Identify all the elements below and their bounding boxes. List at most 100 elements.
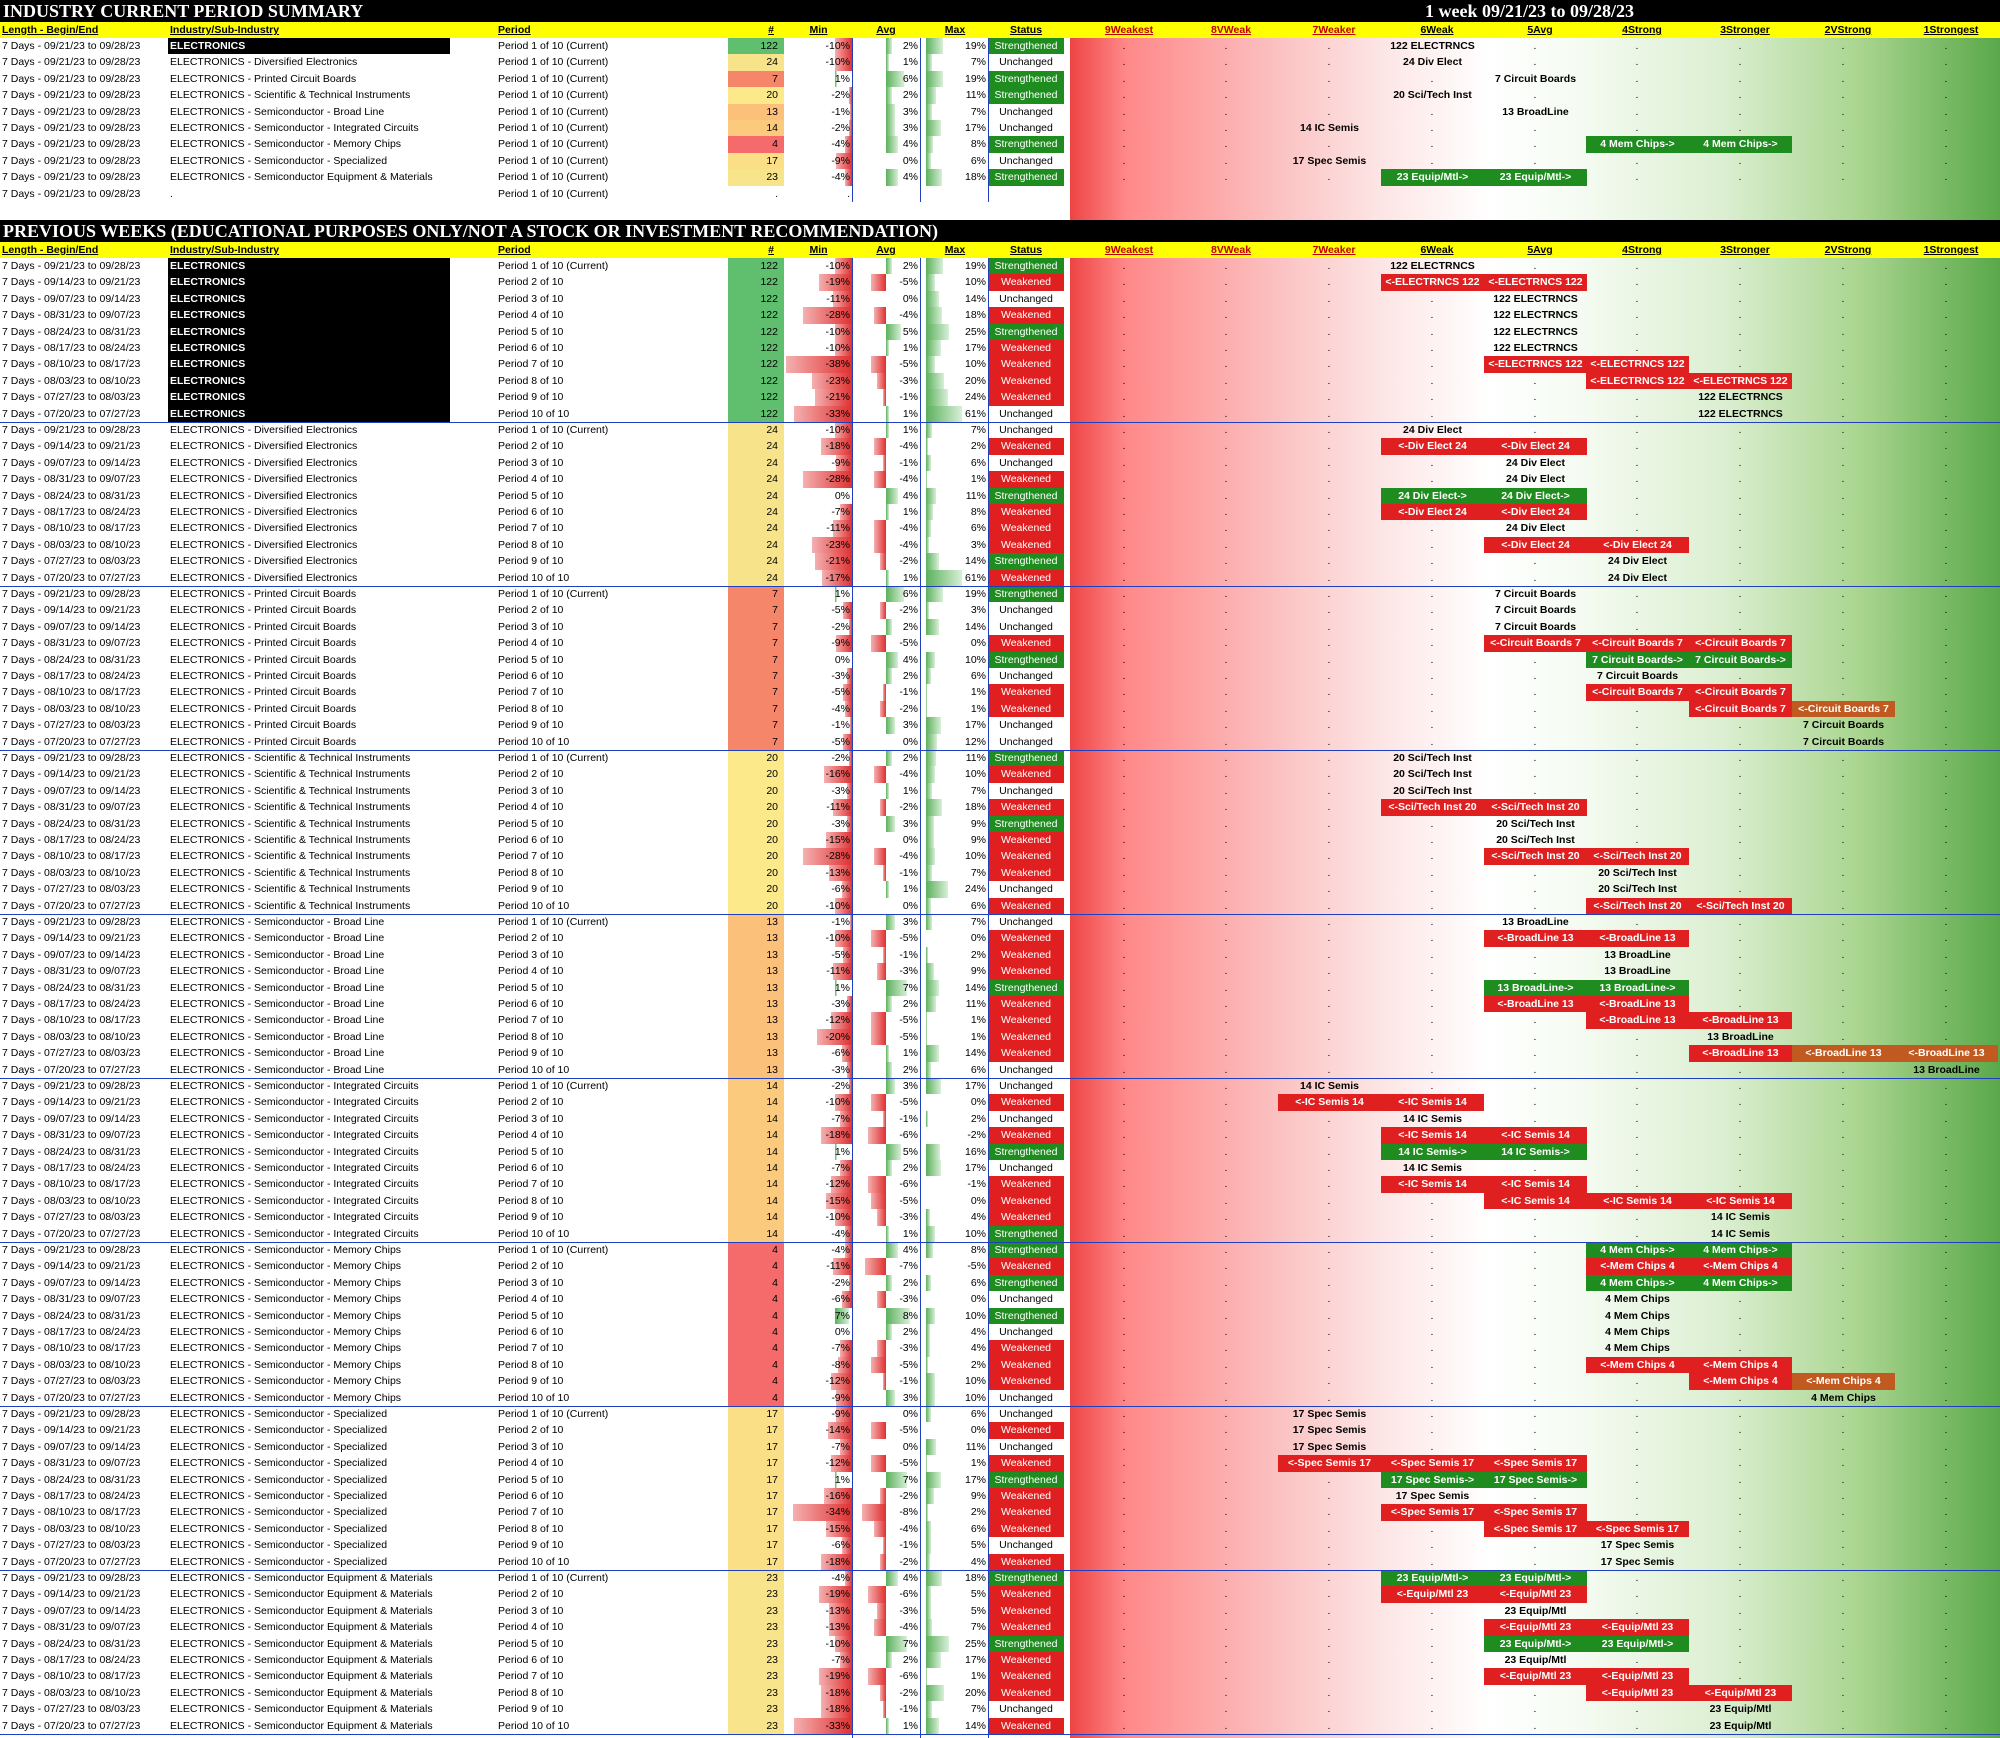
row-industry: ELECTRONICS - Semiconductor - Memory Chi…	[170, 1260, 402, 1273]
row-length: 7 Days - 08/31/23 to 09/07/23	[2, 1457, 141, 1470]
row-max: 17%	[922, 340, 988, 357]
min-bar	[820, 1701, 852, 1718]
level-dot: .	[1841, 122, 1845, 134]
row-period: Period 10 of 10	[498, 1555, 570, 1568]
level-dot: .	[1327, 342, 1331, 354]
row-avg-value: -6%	[899, 1588, 918, 1601]
row-length: 7 Days - 09/21/23 to 09/28/23	[2, 138, 141, 151]
level-dot: .	[1738, 1112, 1742, 1125]
avg-bar	[886, 782, 889, 800]
row-min-value: -1%	[831, 719, 850, 732]
level-dot: .	[1841, 1572, 1845, 1584]
level-dot: .	[1122, 1096, 1126, 1109]
level-dot: .	[1327, 686, 1331, 699]
level-dot: .	[1122, 40, 1126, 52]
table-row: 7 Days - 09/07/23 to 09/14/23 ELECTRONICS…	[0, 454, 2000, 472]
level-dot: .	[1430, 670, 1434, 682]
level-dot: .	[1944, 571, 1948, 584]
row-max: 14%	[922, 553, 988, 570]
row-count: 4	[728, 1340, 784, 1357]
row-industry: ELECTRONICS - Semiconductor Equipment & …	[170, 1719, 433, 1732]
level-dot: .	[1944, 1358, 1948, 1371]
level-dot: .	[1944, 538, 1948, 551]
row-min-value: -10%	[825, 342, 850, 354]
row-status: Unchanged	[999, 456, 1053, 469]
level-dot: .	[1738, 883, 1742, 896]
row-length: 7 Days - 09/21/23 to 09/28/23	[2, 588, 141, 600]
level-dot: .	[1841, 1080, 1845, 1092]
row-length: 7 Days - 09/21/23 to 09/28/23	[2, 752, 141, 764]
level-dot: .	[1327, 1309, 1331, 1322]
row-status: Unchanged	[999, 1112, 1053, 1125]
row-industry: ELECTRONICS - Semiconductor - Broad Line	[170, 916, 385, 928]
level-dot: .	[1430, 653, 1434, 666]
row-max-value: 7%	[970, 56, 986, 69]
row-max-value: 7%	[970, 105, 986, 118]
min-bar	[831, 1012, 852, 1029]
row-industry: ELECTRONICS	[168, 405, 450, 422]
avg-bar	[871, 1012, 886, 1029]
row-status: Strengthened	[988, 979, 1064, 996]
level-dot: .	[1635, 407, 1639, 420]
row-min-value: -4%	[831, 171, 850, 184]
level-marker: 4 Mem Chips	[1605, 1309, 1670, 1322]
row-max: 11%	[922, 996, 988, 1013]
level-dot: .	[1738, 342, 1742, 354]
row-industry: ELECTRONICS - Printed Circuit Boards	[170, 604, 357, 617]
level-dot: .	[1224, 1162, 1228, 1174]
avg-bar	[886, 1143, 901, 1160]
row-min-value: -10%	[825, 424, 850, 436]
row-min: -13%	[785, 864, 852, 882]
row-count: 20	[728, 87, 784, 104]
avg-bar	[871, 356, 886, 373]
row-length: 7 Days - 08/10/23 to 08/17/23	[2, 850, 141, 863]
row-avg: -2%	[852, 700, 920, 718]
level-dot: .	[1841, 138, 1845, 151]
table-row: 7 Days - 08/24/23 to 08/31/23 ELECTRONICS…	[0, 979, 2000, 996]
level-dot: .	[1533, 1539, 1537, 1552]
level-dot: .	[1533, 1686, 1537, 1699]
row-min: -12%	[785, 1455, 852, 1472]
row-avg-value: -2%	[899, 1490, 918, 1502]
level-dot: .	[1430, 916, 1434, 928]
min-bar	[834, 323, 852, 340]
row-max-value: 61%	[964, 407, 986, 420]
min-bar	[832, 290, 852, 308]
level-dot: .	[1841, 555, 1845, 568]
row-max-value: 20%	[964, 374, 986, 387]
level-dot: .	[1738, 801, 1742, 814]
avg-bar	[886, 136, 898, 153]
row-industry: ELECTRONICS - Semiconductor - Integrated…	[170, 1096, 419, 1109]
row-status: Unchanged	[999, 620, 1053, 633]
level-dot: .	[1944, 604, 1948, 617]
avg-bar	[877, 1291, 886, 1308]
level-marker: 24 Div Elect->	[1484, 487, 1587, 504]
level-dot: .	[1738, 440, 1742, 453]
level-dot: .	[1224, 801, 1228, 814]
row-industry: ELECTRONICS - Semiconductor - Memory Chi…	[170, 138, 402, 151]
row-avg-value: -1%	[899, 866, 918, 879]
row-count: 24	[728, 471, 784, 488]
row-length: 7 Days - 08/03/23 to 08/10/23	[2, 1358, 141, 1371]
level-dot: .	[1841, 391, 1845, 404]
row-avg: 1%	[852, 1045, 920, 1062]
level-dot: .	[1122, 555, 1126, 568]
level-marker: 13 BroadLine->	[1586, 979, 1689, 996]
row-min: -5%	[785, 684, 852, 701]
level-marker: 7 Circuit Boards	[1802, 719, 1885, 732]
level-dot: .	[1841, 1637, 1845, 1650]
row-avg-value: -6%	[899, 1670, 918, 1683]
row-avg-value: -2%	[899, 702, 918, 715]
row-avg-value: -3%	[899, 374, 918, 387]
row-industry: ELECTRONICS	[168, 38, 450, 55]
row-avg-value: -4%	[899, 768, 918, 781]
row-avg-value: -5%	[899, 932, 918, 945]
row-count: 122	[728, 405, 784, 422]
row-status: Weakened	[988, 1488, 1064, 1505]
level-dot: .	[1327, 834, 1331, 846]
level-dot: .	[1841, 358, 1845, 371]
table-row: 7 Days - 09/21/23 to 09/28/23 ELECTRONICS…	[0, 38, 2000, 55]
row-avg: 4%	[852, 1570, 920, 1587]
row-industry: ELECTRONICS - Scientific & Technical Ins…	[170, 883, 411, 896]
row-max: 10%	[922, 274, 988, 291]
